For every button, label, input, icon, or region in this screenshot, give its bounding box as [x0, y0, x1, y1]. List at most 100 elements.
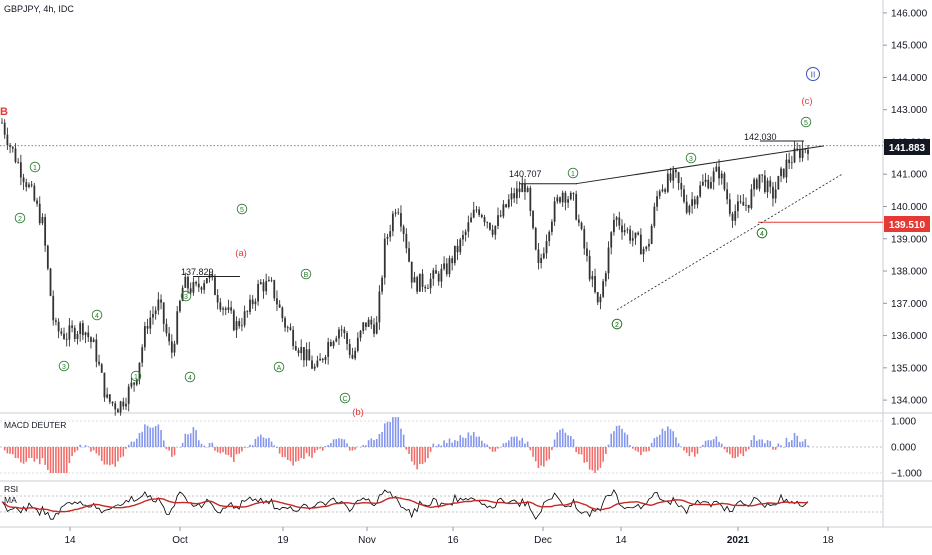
- macd-bar: [52, 447, 54, 473]
- candle-body: [330, 342, 332, 346]
- candle-body: [435, 270, 437, 273]
- candle-body: [338, 330, 340, 339]
- macd-bar: [20, 447, 22, 462]
- wave-label-green: 1: [30, 162, 40, 172]
- candle-body: [562, 193, 564, 203]
- candle-body: [524, 184, 526, 192]
- candle-body: [362, 322, 364, 330]
- price-tick-label: 136.000: [891, 331, 928, 342]
- candle-body: [462, 235, 464, 239]
- svg-text:141.883: 141.883: [889, 143, 926, 154]
- macd-bar: [389, 422, 391, 447]
- rsi-panel-label: RSI: [4, 484, 18, 494]
- candle-body: [314, 367, 316, 369]
- ma-panel-label: MA: [4, 495, 17, 505]
- macd-bar: [128, 445, 130, 447]
- macd-bar: [481, 441, 483, 447]
- candle-body: [265, 281, 267, 291]
- wave-label-text: II: [811, 70, 816, 80]
- macd-bar: [44, 447, 46, 465]
- macd-bar: [290, 447, 292, 461]
- candle-body: [139, 363, 141, 380]
- candle-body: [174, 344, 176, 353]
- candle-body: [637, 233, 639, 235]
- candle-body: [160, 300, 162, 303]
- candle-body: [52, 296, 54, 320]
- macd-bar: [697, 447, 699, 454]
- candle-body: [575, 194, 577, 220]
- macd-bar: [602, 447, 604, 462]
- macd-bar: [416, 447, 418, 469]
- macd-bar: [513, 437, 515, 447]
- macd-bar: [759, 439, 761, 447]
- price-tick-label: 137.000: [891, 299, 928, 310]
- macd-bar: [686, 447, 688, 453]
- macd-bar: [163, 440, 165, 447]
- wave-label-text: 5: [804, 120, 808, 127]
- macd-bar: [31, 447, 33, 458]
- candle-body: [516, 188, 518, 198]
- candle-body: [290, 327, 292, 330]
- candle-body: [263, 282, 265, 291]
- macd-bar: [788, 442, 790, 447]
- macd-bar: [478, 436, 480, 447]
- candle-body: [17, 162, 19, 163]
- candle-body: [397, 212, 399, 213]
- price-tick-label: 145.000: [891, 41, 928, 52]
- candle-body: [405, 234, 407, 248]
- macd-bar: [174, 447, 176, 455]
- candle-body: [166, 324, 168, 333]
- macd-bar: [98, 447, 100, 456]
- candle-body: [802, 149, 804, 158]
- macd-bar: [47, 447, 49, 470]
- candle-body: [764, 175, 766, 192]
- wave-label-text: 5: [240, 207, 244, 214]
- macd-bar: [592, 447, 594, 470]
- candle-body: [807, 150, 809, 154]
- macd-bar: [608, 445, 610, 447]
- macd-bar: [112, 447, 114, 464]
- macd-bar: [34, 447, 36, 462]
- candle-body: [691, 199, 693, 206]
- candle-body: [602, 281, 604, 296]
- macd-bar: [120, 447, 122, 458]
- macd-bar: [451, 443, 453, 447]
- macd-bar: [441, 446, 443, 447]
- candle-body: [621, 226, 623, 233]
- macd-bar: [61, 447, 63, 473]
- candle-body: [573, 193, 575, 194]
- macd-bar: [670, 429, 672, 447]
- candle-body: [707, 180, 709, 189]
- wave-label-green: 3: [59, 361, 69, 371]
- candle-body: [236, 321, 238, 330]
- candle-body: [133, 383, 135, 385]
- candle-body: [640, 235, 642, 255]
- candle-body: [427, 288, 429, 289]
- macd-bar: [222, 447, 224, 452]
- candle-body: [570, 193, 572, 199]
- macd-bar: [540, 447, 542, 466]
- macd-bar: [656, 437, 658, 447]
- candle-body: [651, 226, 653, 244]
- svg-text:139.510: 139.510: [889, 220, 926, 231]
- candle-body: [370, 320, 372, 325]
- candle-body: [260, 282, 262, 284]
- macd-bar: [271, 442, 273, 447]
- macd-bar: [678, 443, 680, 447]
- candle-body: [152, 314, 154, 318]
- macd-bar: [338, 438, 340, 447]
- macd-bar: [664, 431, 666, 447]
- macd-bar: [344, 439, 346, 447]
- macd-bar: [516, 436, 518, 447]
- macd-bar: [449, 439, 451, 447]
- macd-bar: [734, 447, 736, 458]
- macd-bar: [87, 446, 89, 447]
- macd-panel-label: MACD DEUTER: [4, 420, 66, 430]
- macd-histogram: [0, 417, 883, 473]
- macd-bar: [403, 435, 405, 447]
- candle-body: [316, 361, 318, 367]
- candle-body: [777, 176, 779, 189]
- macd-bar: [379, 434, 381, 447]
- candle-body: [414, 277, 416, 282]
- macd-bar: [322, 447, 324, 451]
